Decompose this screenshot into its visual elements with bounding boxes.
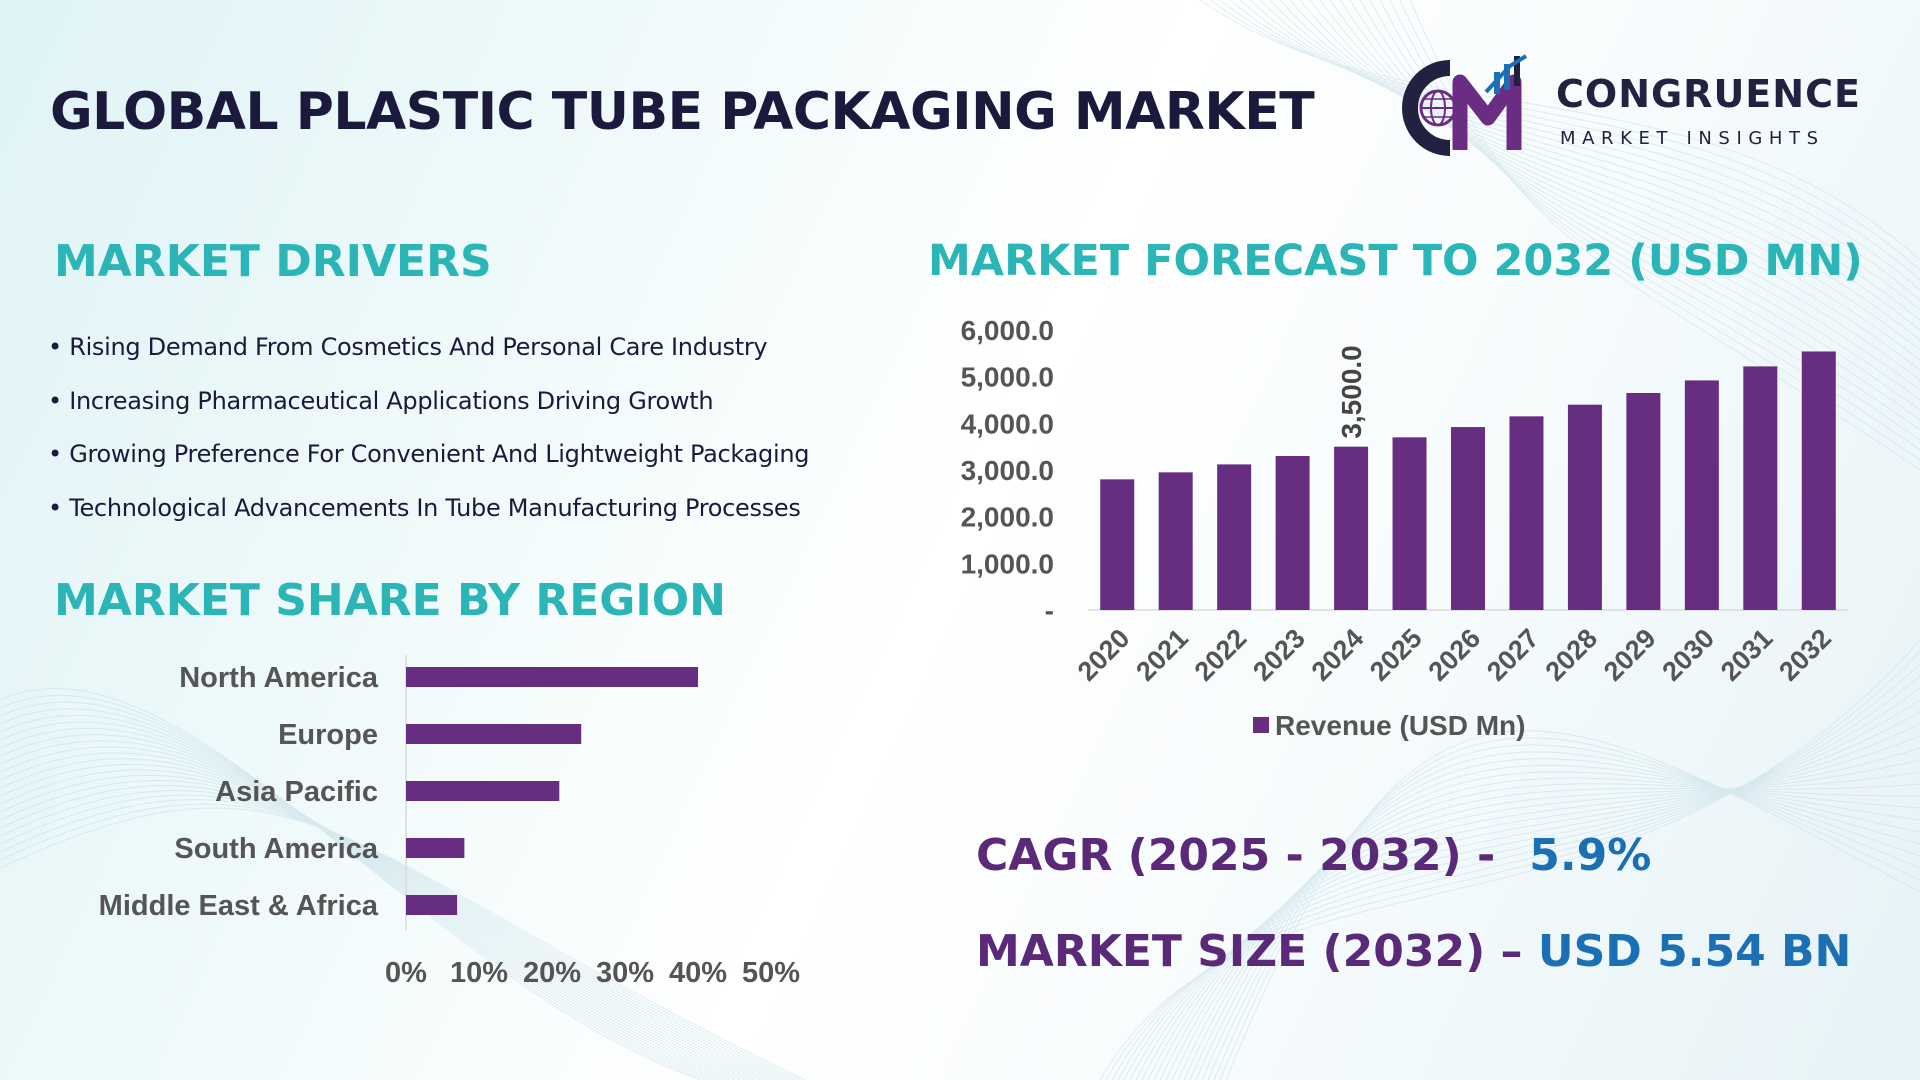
y-tick-label: - xyxy=(1045,595,1054,626)
x-tick-label: 30% xyxy=(596,957,654,989)
driver-item: Growing Preference For Convenient And Li… xyxy=(48,435,809,489)
category-label: North America xyxy=(179,662,379,694)
cagr-value: 5.9% xyxy=(1529,830,1652,881)
y-tick-label: 6,000.0 xyxy=(961,315,1054,346)
region-chart-title: MARKET SHARE BY REGION xyxy=(54,575,726,626)
y-tick-label: 2,000.0 xyxy=(961,502,1054,533)
company-logo: CONGRUENCE MARKET INSIGHTS xyxy=(1398,52,1898,162)
forecast-bar-chart: - 1,000.0 2,000.0 3,000.0 4,000.0 5,000.0 6,00… xyxy=(961,315,1848,741)
x-tick-label: 20% xyxy=(523,957,581,989)
drivers-list: Rising Demand From Cosmetics And Persona… xyxy=(48,328,809,542)
region-bar xyxy=(406,724,582,744)
forecast-bar xyxy=(1392,437,1427,610)
x-tick-label: 0% xyxy=(385,957,427,989)
legend-label: Revenue (USD Mn) xyxy=(1275,710,1525,741)
forecast-bar xyxy=(1334,446,1369,610)
region-bar xyxy=(406,838,465,858)
forecast-bar xyxy=(1509,416,1544,610)
forecast-bar xyxy=(1275,456,1310,610)
market-size-label: MARKET SIZE (2032) – xyxy=(976,926,1523,977)
logo-name: CONGRUENCE xyxy=(1556,72,1861,116)
region-bar xyxy=(406,895,458,915)
data-label: 3,500.0 xyxy=(1336,345,1367,438)
region-bar xyxy=(406,667,698,687)
region-bar xyxy=(406,781,560,801)
x-tick-label: 50% xyxy=(742,957,800,989)
market-size-value: USD 5.54 BN xyxy=(1537,926,1852,977)
forecast-chart-title: MARKET FORECAST TO 2032 (USD MN) xyxy=(928,236,1863,286)
driver-item: Technological Advancements In Tube Manuf… xyxy=(48,489,809,543)
y-tick-label: 4,000.0 xyxy=(961,408,1054,439)
forecast-bar xyxy=(1567,404,1602,610)
cagr-stat: CAGR (2025 - 2032) - 5.9% xyxy=(976,830,1651,881)
driver-item: Rising Demand From Cosmetics And Persona… xyxy=(48,328,809,382)
category-label: Europe xyxy=(278,719,378,751)
logo-mark-icon xyxy=(1402,54,1528,156)
legend-swatch xyxy=(1253,717,1269,733)
category-label: South America xyxy=(174,833,378,865)
x-tick-label: 10% xyxy=(450,957,508,989)
forecast-bar xyxy=(1451,427,1485,610)
cagr-label: CAGR (2025 - 2032) - xyxy=(976,830,1496,881)
driver-item: Increasing Pharmaceutical Applications D… xyxy=(48,382,809,436)
category-label: Asia Pacific xyxy=(215,776,378,808)
market-drivers-title: MARKET DRIVERS xyxy=(54,236,492,287)
forecast-bar xyxy=(1743,366,1778,610)
forecast-bar xyxy=(1801,351,1836,610)
forecast-bar xyxy=(1684,380,1719,610)
category-label: Middle East & Africa xyxy=(99,890,379,922)
y-tick-label: 3,000.0 xyxy=(961,455,1054,486)
y-tick-label: 1,000.0 xyxy=(961,548,1054,579)
forecast-bar xyxy=(1158,472,1193,610)
x-tick-label: 40% xyxy=(669,957,727,989)
y-tick-label: 5,000.0 xyxy=(961,362,1054,393)
forecast-bar xyxy=(1626,393,1661,610)
page-title: GLOBAL PLASTIC TUBE PACKAGING MARKET xyxy=(50,82,1315,142)
logo-tagline: MARKET INSIGHTS xyxy=(1560,128,1825,149)
market-size-stat: MARKET SIZE (2032) – USD 5.54 BN xyxy=(976,926,1851,977)
forecast-bar xyxy=(1100,479,1135,610)
forecast-bar xyxy=(1217,464,1252,610)
